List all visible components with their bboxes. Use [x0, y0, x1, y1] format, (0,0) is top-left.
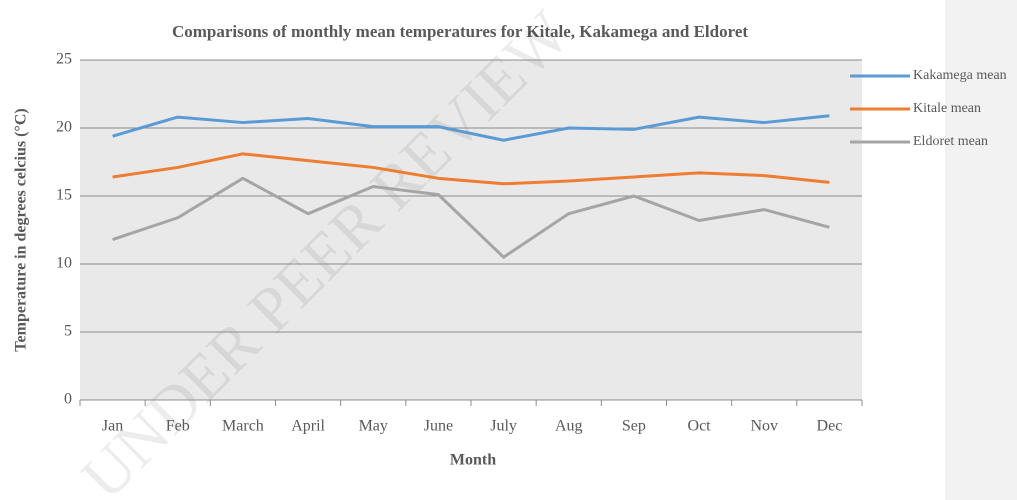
- x-tick-label: Feb: [166, 418, 190, 435]
- series-line: [112, 176, 830, 259]
- legend-label: Kakamega mean: [913, 68, 1007, 83]
- x-tick-label: July: [490, 418, 517, 435]
- legend-label: Kitale mean: [913, 101, 981, 116]
- x-tick-label: Sep: [622, 418, 646, 435]
- y-tick-label: 20: [56, 119, 72, 136]
- x-tick-label: June: [424, 418, 453, 435]
- x-tick-label: Aug: [555, 418, 583, 435]
- x-tick-label: April: [291, 418, 325, 435]
- y-tick-label: 5: [64, 323, 72, 340]
- series-line: [112, 114, 830, 142]
- side-pane: [945, 0, 1017, 500]
- x-tick-label: Oct: [688, 418, 712, 435]
- chart-title: Comparisons of monthly mean temperatures…: [172, 22, 748, 41]
- y-tick-label: 25: [56, 51, 72, 68]
- x-axis-label: Month: [450, 452, 496, 469]
- x-tick-label: Dec: [817, 418, 843, 435]
- x-tick-label: May: [359, 418, 388, 435]
- x-tick-label: Nov: [750, 418, 778, 435]
- legend-label: Eldoret mean: [913, 134, 988, 149]
- x-tick-label: March: [222, 418, 264, 435]
- plot-area: [80, 60, 862, 400]
- y-axis-label: Temperature in degrees celcius (°C): [13, 108, 30, 351]
- x-tick-label: Jan: [102, 418, 123, 435]
- y-tick-label: 10: [56, 255, 72, 272]
- y-tick-label: 15: [56, 187, 72, 204]
- series-line: [112, 152, 830, 186]
- y-tick-label: 0: [64, 391, 72, 408]
